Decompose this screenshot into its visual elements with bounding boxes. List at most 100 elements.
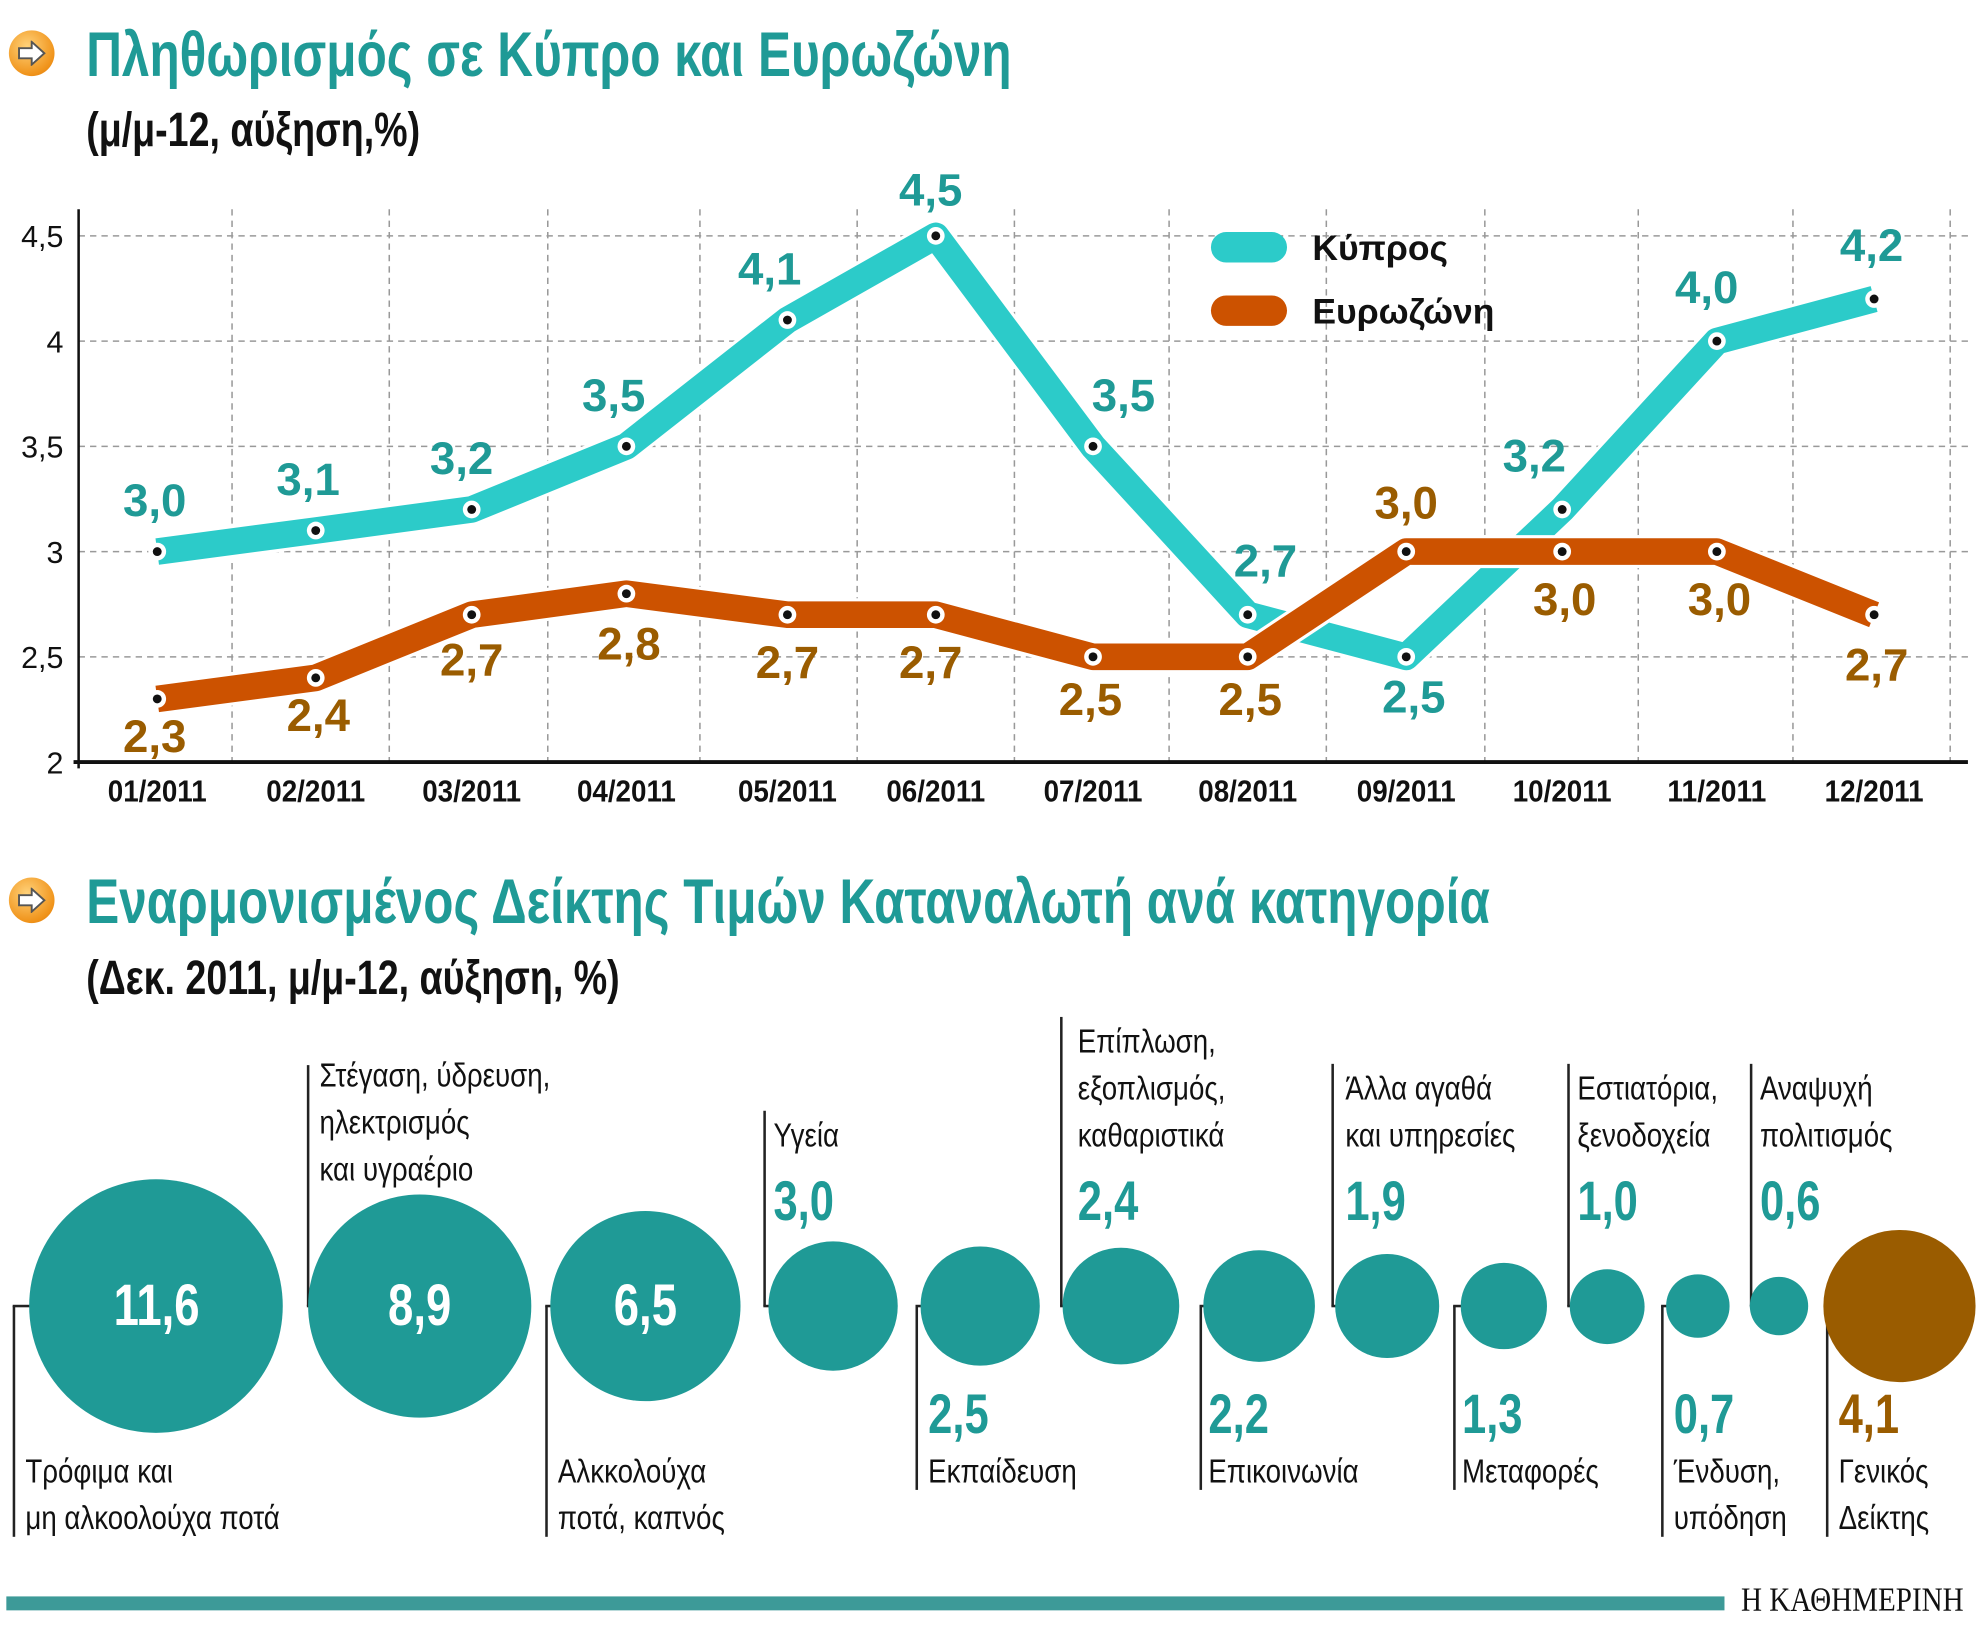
leader-tick [545,1304,553,1308]
data-point-center [1712,336,1722,346]
bubble-value: 3,0 [773,1174,851,1230]
bubble-value: 2,5 [928,1387,1006,1443]
data-label: 3,0 [1533,574,1596,625]
category-bubble [1062,1248,1179,1364]
data-point-center [467,610,477,620]
category-label-line: μη αλκοολούχα ποτά [25,1498,280,1537]
category-label-line: Γενικός [1838,1451,1929,1490]
leader-line [12,1306,16,1537]
category-label-line: εξοπλισμός, [1077,1068,1226,1107]
category-label-line: ποτά, καπνός [557,1498,725,1537]
bubble-value-text: 3,0 [773,1170,834,1233]
data-point-center [1557,505,1567,514]
data-label: 3,2 [1503,430,1566,481]
arrow-right-circle-icon [8,30,55,77]
chart-subtitle: (μ/μ-12, αύξηση,%) [86,103,421,158]
data-label: 4,0 [1675,262,1738,313]
data-label: 4,1 [738,244,801,295]
data-label: 4,2 [1840,220,1903,271]
category-label-line: ξενοδοχεία [1577,1115,1711,1154]
data-label: 3,1 [276,454,339,505]
data-point-center [1243,652,1253,662]
data-label: 3,0 [123,475,186,526]
bubble-value: 0,7 [1674,1387,1752,1443]
leader-line [1060,1016,1063,1307]
bubble-value: 4,1 [1839,1387,1917,1443]
bubble-value: 6,5 [544,1276,747,1334]
y-tick-label: 4,5 [21,220,63,254]
category-label-line: Τρόφιμα και [25,1451,173,1490]
category-label-line: Εκπαίδευση [928,1451,1077,1490]
category-label-line: Ένδυση, [1673,1451,1781,1490]
data-label: 2,7 [1234,536,1297,587]
category-bubble [921,1246,1040,1366]
leader-line [763,1110,766,1307]
category-label-line: Άλλα αγαθά [1345,1068,1493,1107]
data-label: 4,5 [899,165,962,216]
data-point-center [467,505,477,514]
leader-line [915,1306,919,1490]
arrow-right-circle-icon [8,877,55,924]
category-label-line: Υγεία [773,1115,839,1154]
data-label: 2,7 [899,637,962,688]
category-label: Επικοινωνία [1208,1448,1387,1495]
x-tick-label: 07/2011 [1044,774,1143,808]
bubble-subtitle: (Δεκ. 2011, μ/μ-12, αύξηση, %) [86,952,620,1006]
data-label: 2,5 [1219,674,1282,725]
x-tick-label: 12/2011 [1825,774,1924,808]
bubble-value-text: 1,3 [1462,1383,1523,1446]
data-label: 2,7 [1845,640,1908,691]
bubble-value-text: 0,7 [1673,1383,1735,1446]
category-label-line: Δείκτης [1838,1498,1930,1537]
bubble-value-text: 11,6 [112,1271,199,1338]
leader-line [306,1065,310,1307]
category-label-line: Εστιατόρια, [1577,1068,1719,1107]
line-chart: 2 2,5 3 3,5 4 4,5 01/2011 02/2011 03/2011 04/2011… [21,165,1968,808]
legend-label: Ευρωζώνη [1312,291,1494,331]
category-label-line: Επίπλωση, [1077,1022,1216,1061]
bubble-value: 11,6 [55,1276,258,1334]
data-point-center [1869,294,1879,304]
data-label: 3,0 [1688,574,1751,625]
category-bubble [768,1241,898,1371]
data-label: 3,5 [582,370,645,421]
data-point-center [1401,652,1411,662]
x-tick-label: 05/2011 [738,774,837,808]
category-bubble [1335,1254,1439,1358]
leader-tick [1661,1304,1670,1308]
category-label-line: πολιτισμός [1759,1115,1893,1154]
category-label-line: Αλκκολούχα [557,1451,707,1490]
data-point-center [1557,547,1567,557]
bubble-value: 1,9 [1345,1174,1423,1230]
bubble-value-text: 4,1 [1838,1383,1900,1446]
category-label: Υγεία [773,1112,851,1159]
series-line-cyprus [155,222,1878,671]
leader-tick [915,1304,924,1308]
data-point-center [311,526,321,535]
data-point-center [1088,441,1098,451]
y-tick-label: 3,5 [21,431,63,465]
x-tick-label: 08/2011 [1198,774,1297,808]
data-label: 2,5 [1382,672,1445,723]
category-bubble [1666,1274,1730,1338]
category-label-line: Μεταφορές [1462,1451,1599,1490]
bubble-value: 2,4 [1078,1174,1156,1230]
category-label: Άλλα αγαθά και υπηρεσίες [1345,1065,1547,1159]
bubble-value-text: 6,5 [613,1271,678,1338]
data-point-center [1243,610,1253,620]
category-bubble [1461,1263,1547,1349]
x-tick-label: 04/2011 [577,774,676,808]
x-tick-label: 06/2011 [886,774,985,808]
category-label-line: και υγραέριο [319,1150,474,1189]
data-point-center [1401,547,1411,557]
data-label: 2,8 [597,619,660,670]
y-tick-label: 2 [46,746,63,780]
y-tick-label: 3 [46,536,63,570]
leader-tick [1453,1304,1464,1308]
bubble-value: 1,3 [1462,1387,1540,1443]
data-label: 2,5 [1059,674,1122,725]
category-label-line: καθαριστικά [1077,1115,1225,1154]
data-point-center [782,315,792,325]
data-point-center [931,231,941,241]
data-point-center [152,547,162,557]
